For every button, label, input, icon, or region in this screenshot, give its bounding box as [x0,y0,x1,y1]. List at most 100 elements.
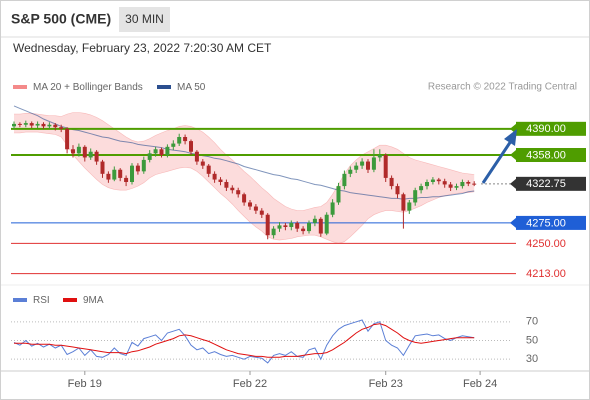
legend-label: MA 50 [177,82,206,93]
candle-body [265,214,270,236]
candle-body [389,177,394,187]
bollinger-fill [14,112,475,244]
candle-body [342,173,347,187]
candle-body [171,143,176,147]
candle-body [65,128,70,150]
candle-body [436,179,441,182]
candle-body [377,155,382,158]
candle-body [23,123,28,125]
legend-swatch [157,85,171,89]
candle-body [147,153,152,160]
candle-body [76,146,81,154]
candle-body [224,182,229,188]
candle-body [12,123,16,127]
candle-body [277,225,282,229]
candle-body [271,228,276,236]
candle-body [47,124,52,127]
rsi-legend-swatch [13,298,27,302]
x-tick-label: Feb 23 [369,378,403,390]
level-label: 4390.00 [526,123,566,135]
candle-body [354,165,359,170]
candle-body [407,202,412,211]
candle-body [466,182,471,184]
candle-body [253,206,258,211]
level-tag-pointer [510,150,516,160]
bollinger-lower [14,131,475,244]
candle-body [336,186,341,203]
candle-body [130,165,134,182]
candle-body [460,182,465,187]
rsi-tick-label: 30 [526,353,538,365]
candle-body [53,124,58,128]
candle-body [106,173,111,180]
legend-swatch [13,85,27,89]
candle-body [59,127,64,129]
candle-body [454,186,459,188]
candle-body [153,149,158,154]
candle-body [177,137,182,144]
ma50-line [13,105,475,200]
x-tick-label: Feb 19 [68,378,102,390]
candle-body [124,177,129,182]
level-tag [516,215,586,230]
candle-body [82,146,87,158]
interval-label[interactable]: 30 MIN [125,12,164,26]
candle-body [17,123,22,125]
rsi-tick-label: 50 [526,334,538,346]
candle-body [35,123,40,126]
candle-body [100,161,105,174]
bollinger-upper [14,112,475,211]
interval-button[interactable] [119,7,170,32]
candle-body [318,218,323,234]
level-tag [516,176,586,191]
rsi-tick-label: 70 [526,316,538,328]
credit: Research © 2022 Trading Central [428,82,577,93]
level-label: 4213.00 [526,268,566,280]
candle-body [218,179,223,182]
candle-body [312,218,317,223]
level-tag-pointer [510,178,516,189]
candle-body [248,202,252,207]
candle-body [94,151,99,162]
forecast-arrow [481,140,513,184]
candle-body [289,222,294,227]
candle-body [395,186,400,195]
candle-body [200,161,205,166]
level-label: 4275.00 [526,217,566,229]
forecast-arrowhead [504,129,517,146]
candle-body [242,194,247,203]
rsi-legend-swatch [63,298,77,302]
candle-body [259,210,264,215]
candle-body [383,155,388,178]
candle-body [236,190,241,195]
level-tag [516,148,586,162]
candle-body [165,146,170,155]
candle-body [141,159,146,172]
candle-body [360,161,365,166]
level-label: 4358.00 [526,149,566,161]
candle-body [324,214,329,234]
candle-body [307,222,311,232]
instrument-title: S&P 500 (CME) [11,11,111,27]
candle-body [348,169,353,174]
rsi-line [13,319,475,364]
candle-body [366,161,370,170]
legend-label: MA 20 + Bollinger Bands [33,82,143,93]
candle-body [29,123,34,126]
candle-body [413,190,418,203]
candle-body [71,149,75,154]
candle-body [430,179,435,182]
candle-body [159,149,164,155]
candle-body [118,169,123,178]
candle-body [425,182,429,187]
level-label: 4250.00 [526,238,566,250]
candle-body [419,186,424,191]
candle-body [301,228,306,232]
candle-body [112,169,117,180]
candle-body [295,222,300,229]
candle-body [189,141,193,152]
x-tick-label: Feb 24 [463,378,497,390]
candle-body [401,194,406,211]
